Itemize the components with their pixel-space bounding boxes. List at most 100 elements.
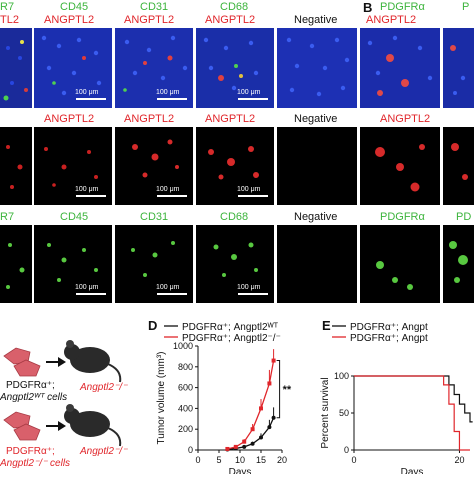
mouse2-label: Angptl2⁻/⁻ bbox=[80, 446, 128, 457]
row3-col0-label: R7 bbox=[0, 211, 15, 223]
series-line bbox=[227, 360, 275, 450]
y-axis-label: Tumor volume (mm³) bbox=[156, 352, 167, 445]
legend-label: PDGFRα⁺; Angptl2ᵂᵀ bbox=[182, 322, 279, 333]
x-tick-label: 20 bbox=[277, 455, 287, 465]
data-point bbox=[250, 441, 255, 446]
micrograph-r1c5 bbox=[360, 28, 440, 108]
row2-col3-label: ANGPTL2 bbox=[205, 113, 256, 125]
row1-col0-green-label: R7 bbox=[0, 1, 15, 13]
row3-col5-label: PDGFRα bbox=[380, 211, 425, 223]
row3-col1-label: CD45 bbox=[60, 211, 89, 223]
series-line bbox=[227, 417, 275, 451]
micrograph-r3c2: 100 μm bbox=[115, 225, 193, 303]
survival-curve bbox=[354, 375, 473, 423]
y-tick-label: 200 bbox=[178, 424, 193, 434]
y-tick-label: 50 bbox=[339, 408, 349, 418]
row1-col2-red-label: ANGPTL2 bbox=[124, 14, 175, 26]
scale-bar bbox=[76, 293, 106, 295]
arrow-icon bbox=[46, 421, 66, 431]
panel-letter-d: D bbox=[148, 318, 158, 333]
x-tick-label: 15 bbox=[256, 455, 266, 465]
scale-bar bbox=[238, 98, 268, 100]
micrograph-r1c3: 100 μm bbox=[196, 28, 274, 108]
micrograph-r3c1: 100 μm bbox=[34, 225, 112, 303]
y-tick-label: 400 bbox=[178, 403, 193, 413]
cell1-label-line2: Angptl2ᵂᵀ cells bbox=[0, 392, 68, 403]
panel-letter-e: E bbox=[322, 318, 331, 333]
data-point bbox=[233, 444, 238, 449]
row1-col6-green-label: P bbox=[462, 1, 470, 13]
data-point bbox=[267, 425, 272, 430]
data-point bbox=[267, 381, 272, 386]
micrograph-r1c6 bbox=[443, 28, 474, 108]
scale-bar bbox=[157, 98, 187, 100]
x-tick-label: 0 bbox=[351, 455, 356, 465]
scale-bar-label: 100 μm bbox=[156, 284, 180, 291]
scale-bar-label: 100 μm bbox=[75, 284, 99, 291]
y-axis-label: Percent survival bbox=[320, 377, 331, 448]
fibroblast-cells-icon bbox=[3, 411, 41, 441]
scale-bar bbox=[238, 293, 268, 295]
fibroblast-cells-icon bbox=[3, 347, 41, 377]
legend-label: PDGFRα⁺; Angptl2⁻/⁻ bbox=[182, 333, 281, 344]
y-tick-label: 0 bbox=[344, 445, 349, 455]
data-point bbox=[259, 435, 263, 440]
experiment-schematic: PDGFRα⁺; Angptl2ᵂᵀ cells Angptl2⁻/⁻ PDGF… bbox=[0, 330, 140, 474]
row1-col3-red-label: ANGPTL2 bbox=[205, 14, 256, 26]
row3-col6-label: PD bbox=[456, 211, 472, 223]
micrograph-r2c0 bbox=[0, 127, 32, 205]
x-tick-label: 0 bbox=[195, 455, 200, 465]
scale-bar bbox=[157, 293, 187, 295]
cell2-label-line1: PDGFRα⁺; bbox=[6, 446, 55, 457]
row3-col3-label: CD68 bbox=[220, 211, 249, 223]
panel-letter-b: B bbox=[363, 0, 373, 15]
y-tick-label: 1000 bbox=[173, 341, 193, 351]
scale-bar-label: 100 μm bbox=[75, 89, 99, 96]
cell1-label-line1: PDGFRα⁺; bbox=[6, 380, 55, 391]
legend-label: PDGFRα⁺; Angpt bbox=[350, 333, 428, 344]
row1-col1-green-label: CD45 bbox=[60, 1, 89, 13]
data-point bbox=[271, 358, 276, 363]
legend-label: PDGFRα⁺; Angpt bbox=[350, 322, 428, 333]
y-tick-label: 600 bbox=[178, 383, 193, 393]
x-tick-label: 10 bbox=[235, 455, 245, 465]
tumor-volume-chart: 0 200 400 600 800 1000 0 5 10 15 20 Days Tumor volum… bbox=[156, 322, 292, 474]
micrograph-r3c5 bbox=[360, 225, 440, 303]
arrow-icon bbox=[46, 357, 66, 367]
scale-bar-label: 100 μm bbox=[75, 186, 99, 193]
micrograph-r1c2: 100 μm bbox=[115, 28, 193, 108]
row2-col2-label: ANGPTL2 bbox=[124, 113, 175, 125]
scale-bar bbox=[157, 195, 187, 197]
data-point bbox=[242, 444, 247, 449]
survival-curve bbox=[354, 375, 470, 451]
data-point bbox=[259, 406, 263, 411]
micrograph-r3c6 bbox=[443, 225, 474, 303]
mouse-icon bbox=[64, 340, 122, 383]
micrograph-r2c1: 100 μm bbox=[34, 127, 112, 205]
micrograph-r2c5 bbox=[360, 127, 440, 205]
row1-col4-label: Negative bbox=[294, 14, 338, 26]
scale-bar-label: 100 μm bbox=[237, 284, 261, 291]
micrograph-r3c0 bbox=[0, 225, 32, 303]
row1-col5-red-label: ANGPTL2 bbox=[366, 14, 417, 26]
micrograph-r1c0 bbox=[0, 28, 32, 108]
micrograph-r1c1: 100 μm bbox=[34, 28, 112, 108]
row1-col2-green-label: CD31 bbox=[140, 1, 169, 13]
row3-col4-label: Negative bbox=[294, 211, 338, 223]
scale-bar bbox=[76, 98, 106, 100]
micrograph-r2c2: 100 μm bbox=[115, 127, 193, 205]
scale-bar-label: 100 μm bbox=[237, 89, 261, 96]
x-tick-label: 20 bbox=[454, 455, 464, 465]
data-point bbox=[242, 439, 247, 444]
row2-col1-label: ANGPTL2 bbox=[44, 113, 95, 125]
scale-bar-label: 100 μm bbox=[156, 186, 180, 193]
x-axis-label: Days bbox=[401, 467, 424, 474]
scale-bar bbox=[238, 195, 268, 197]
y-tick-label: 100 bbox=[334, 371, 349, 381]
row3-col2-label: CD31 bbox=[140, 211, 169, 223]
row1-col0-red-label: TL2 bbox=[0, 14, 19, 26]
micrograph-r2c6 bbox=[443, 127, 474, 205]
scale-bar bbox=[76, 195, 106, 197]
x-tick-label: 5 bbox=[216, 455, 221, 465]
data-point bbox=[250, 427, 255, 432]
